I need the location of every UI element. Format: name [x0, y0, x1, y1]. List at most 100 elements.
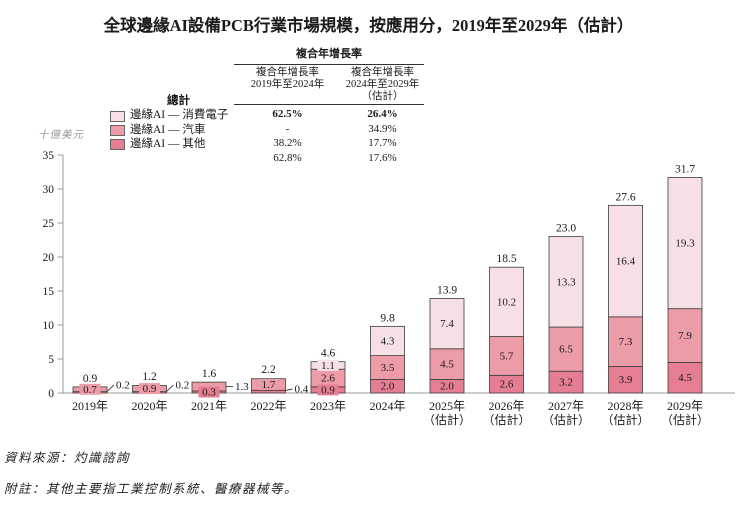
chart-title: 全球邊緣AI設備PCB行業市場規模，按應用分，2019年至2029年（估計）	[103, 16, 634, 35]
value-label-automotive-10: 7.9	[678, 330, 692, 342]
legend: 總計 邊緣AI — 消費電子 邊緣AI — 汽車 邊緣AI — 其他	[110, 95, 228, 152]
total-label-0: 0.9	[83, 373, 98, 385]
bar-segment-consumer-7	[489, 266, 524, 337]
value-label-consumer-5: 4.3	[381, 335, 395, 347]
value-label-consumer-7: 10.2	[497, 296, 516, 308]
total-label-9: 27.6	[615, 191, 635, 203]
x-category-label-9: （估計）	[601, 412, 649, 427]
value-label-automotive-5: 3.5	[381, 362, 395, 374]
total-label-6: 13.9	[437, 284, 457, 296]
total-label-5: 9.8	[380, 312, 395, 324]
value-label-consumer-4: 1.1	[321, 360, 335, 372]
value-label-bg-automotive-0	[79, 383, 101, 395]
source-note: 資料來源：灼識諮詢	[4, 451, 131, 465]
cagr-row-automotive: 38.2% 17.7%	[234, 136, 424, 151]
value-label-other-6: 2.0	[440, 381, 454, 393]
value-label-other-0: 0.2	[116, 380, 130, 392]
x-category-label-3: 2022年	[250, 399, 286, 413]
value-label-consumer-8: 13.3	[556, 276, 576, 288]
bar-segment-automotive-10	[667, 308, 703, 363]
cagr-table-header: 複合年增長率	[234, 48, 424, 65]
x-category-label-9: 2028年	[607, 399, 643, 413]
value-label-consumer-6: 7.4	[440, 318, 454, 330]
cagr-row-total: 62.5% 26.4%	[234, 107, 424, 122]
total-label-1: 1.2	[142, 371, 157, 383]
legend-total-label: 總計	[167, 95, 190, 107]
bar-segment-other-10	[667, 361, 703, 394]
x-category-label-0: 2019年	[72, 399, 108, 413]
x-category-label-1: 2020年	[131, 399, 167, 413]
total-label-10: 31.7	[675, 163, 695, 175]
value-label-consumer-9: 16.4	[616, 256, 636, 268]
total-label-2: 1.6	[202, 368, 217, 380]
value-label-automotive-2: 1.3	[235, 381, 249, 393]
bar-segment-consumer-10	[667, 177, 703, 310]
y-tick-label: 0	[48, 388, 54, 400]
cagr-row-consumer: - 34.9%	[234, 122, 424, 137]
cagr-value: 26.4%	[367, 107, 398, 120]
legend-label-automotive: 邊緣AI — 汽車	[130, 123, 206, 136]
value-label-other-7: 2.6	[500, 379, 514, 391]
cagr-column-header-2: 複合年增長率 2024年至2029年 （估計）	[345, 66, 420, 102]
x-category-label-7: 2026年	[488, 399, 524, 413]
value-label-bg-consumer-4	[317, 359, 339, 371]
bar-segment-automotive-8	[548, 326, 584, 372]
value-label-automotive-8: 6.5	[559, 344, 573, 356]
bar-segment-consumer-8	[548, 236, 584, 328]
callout-leader-other-3	[285, 388, 293, 391]
cagr-value: 62.8%	[273, 151, 302, 164]
value-label-bg-automotive-3	[258, 379, 279, 390]
total-label-8: 23.0	[556, 223, 576, 235]
value-label-automotive-7: 5.7	[500, 350, 514, 362]
cagr-column-headers: 複合年增長率 2019年至2024年 複合年增長率 2024年至2029年 （估…	[234, 65, 424, 105]
footnote: 附註：其他主要指工業控制系統、醫療器械等。	[4, 482, 299, 496]
x-category-label-8: 2027年	[548, 399, 584, 413]
value-label-other-1: 0.2	[176, 380, 190, 392]
cagr-row-other: 62.8% 17.6%	[234, 151, 424, 166]
bar-segment-consumer-6	[429, 298, 465, 350]
value-label-bg-other-2	[198, 386, 220, 398]
value-label-automotive-9: 7.3	[619, 336, 633, 348]
cagr-value: -	[285, 122, 290, 135]
value-label-bg-automotive-1	[139, 383, 160, 395]
bar-segment-automotive-7	[489, 336, 524, 376]
stacked-bar-chart: 0 5 10 15 20 25 30 35 0.2 0.2 0.3 0.4 0.9 2.0 2.0 2.6 3.…	[43, 150, 735, 427]
value-label-other-9: 3.9	[619, 374, 633, 386]
x-category-label-6: 2025年	[429, 399, 465, 413]
y-tick-label: 15	[43, 286, 55, 298]
value-label-other-8: 3.2	[559, 377, 573, 389]
cagr-column-header-1: 複合年增長率 2019年至2024年	[250, 66, 325, 90]
value-label-other-4: 0.9	[321, 384, 335, 396]
x-category-label-10: （估計）	[661, 412, 709, 427]
x-category-label-8: （估計）	[542, 412, 590, 427]
legend-swatch-automotive-icon	[110, 125, 125, 137]
bar-segment-automotive-9	[608, 316, 643, 367]
x-category-label-10: 2029年	[667, 399, 703, 413]
total-label-7: 18.5	[496, 253, 516, 265]
bar-segment-consumer-9	[608, 204, 643, 318]
value-label-automotive-3: 1.7	[262, 379, 276, 391]
y-tick-label: 25	[43, 218, 55, 230]
value-label-automotive-1: 0.9	[143, 383, 157, 395]
cagr-value: 62.5%	[272, 107, 303, 120]
value-label-automotive-6: 4.5	[440, 359, 454, 371]
legend-item-automotive: 邊緣AI — 汽車	[110, 123, 228, 137]
y-axis-unit-label: 十億美元	[38, 130, 84, 141]
value-label-other-2: 0.3	[202, 386, 216, 398]
callout-leader-other-0	[106, 384, 115, 392]
legend-label-consumer: 邊緣AI — 消費電子	[130, 109, 229, 122]
callout-leader-other-1	[166, 384, 174, 392]
total-label-4: 4.6	[321, 348, 336, 360]
y-tick-label: 20	[43, 252, 55, 264]
x-category-label-4: 2023年	[310, 399, 346, 413]
total-label-3: 2.2	[261, 364, 276, 376]
y-tick-label: 35	[43, 150, 55, 162]
value-label-automotive-4: 2.6	[321, 373, 335, 385]
legend-label-other: 邊緣AI — 其他	[130, 138, 206, 151]
legend-swatch-other-icon	[110, 139, 125, 151]
y-tick-label: 30	[43, 184, 55, 196]
x-category-label-7: （估計）	[482, 412, 530, 427]
x-category-label-6: （估計）	[423, 412, 471, 427]
legend-item-consumer: 邊緣AI — 消費電子	[110, 109, 228, 123]
